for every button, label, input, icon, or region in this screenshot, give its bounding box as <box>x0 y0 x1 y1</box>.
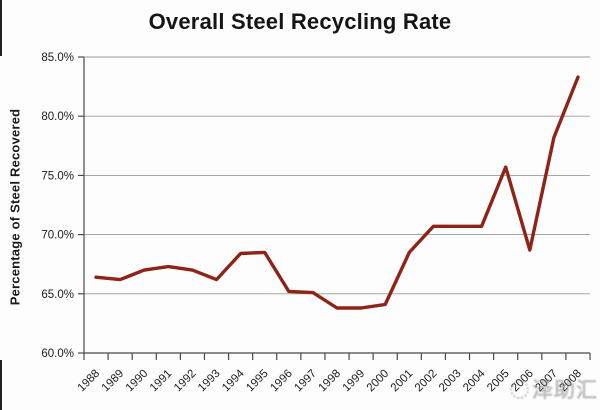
x-tick-label: 2002 <box>413 368 440 395</box>
y-tick-label: 75.0% <box>41 170 74 182</box>
y-tick-label: 65.0% <box>41 289 74 301</box>
x-tick-label: 1991 <box>148 368 175 395</box>
x-tick-label: 1998 <box>317 368 344 395</box>
left-edge-artifact-top <box>0 0 2 56</box>
x-tick-label: 2005 <box>485 368 512 395</box>
x-tick-label: 1992 <box>172 368 199 395</box>
y-tick-label: 70.0% <box>41 230 74 242</box>
x-tick-label: 1996 <box>268 368 295 395</box>
x-tick-label: 2004 <box>461 367 488 394</box>
x-tick-label: 2001 <box>389 368 416 395</box>
x-tick-label: 2003 <box>437 368 464 395</box>
x-tick-label: 1994 <box>220 367 247 394</box>
x-tick-label: 2007 <box>533 368 560 395</box>
y-tick-label: 85.0% <box>41 52 74 64</box>
x-tick-label: 2008 <box>557 368 584 395</box>
x-tick-label: 1990 <box>124 368 151 395</box>
x-tick-label: 1989 <box>100 368 127 395</box>
left-edge-artifact-bottom <box>0 360 2 410</box>
x-tick-label: 2006 <box>509 368 536 395</box>
y-tick-label: 60.0% <box>41 348 74 360</box>
chart-title: Overall Steel Recycling Rate <box>148 9 452 34</box>
x-tick-label: 1997 <box>292 368 319 395</box>
x-tick-label: 1999 <box>341 368 368 395</box>
x-tick-label: 2000 <box>365 368 392 395</box>
data-line-steel-recycling-rate <box>94 75 580 310</box>
x-tick-label: 1988 <box>76 368 103 395</box>
x-tick-label: 1995 <box>244 368 271 395</box>
y-tick-label: 80.0% <box>41 111 74 123</box>
x-tick-label: 1993 <box>196 368 223 395</box>
